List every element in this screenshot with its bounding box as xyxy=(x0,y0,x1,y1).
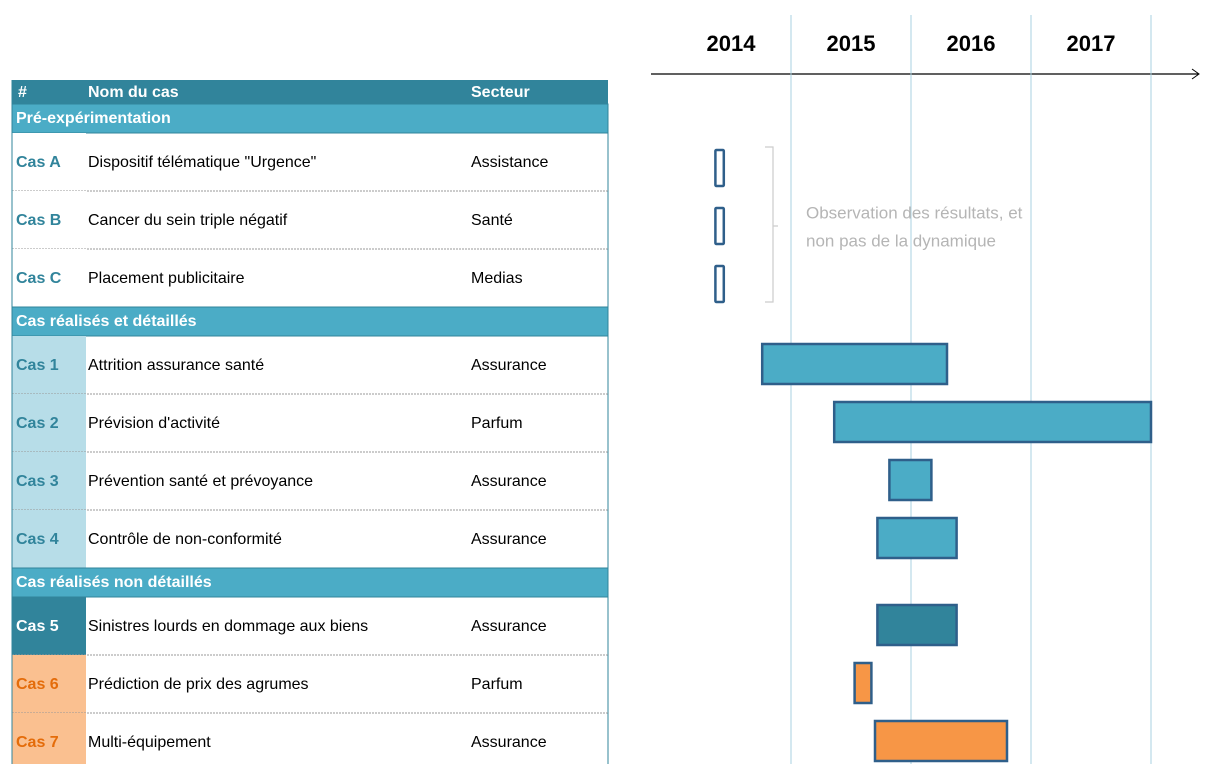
year-label: 2014 xyxy=(707,31,757,56)
case-sector: Parfum xyxy=(471,415,523,432)
time-bar xyxy=(876,603,958,647)
section-row xyxy=(11,103,609,134)
time-bar xyxy=(714,148,726,188)
id-cell xyxy=(12,249,86,307)
case-name: Prévision d'activité xyxy=(88,415,220,432)
case-name: Dispositif télématique "Urgence" xyxy=(88,154,316,171)
header-cell: Nom du cas xyxy=(88,84,179,101)
table-header xyxy=(12,80,608,104)
time-bar xyxy=(714,206,726,246)
case-sector: Assurance xyxy=(471,734,547,751)
time-bar xyxy=(714,264,726,304)
time-bar xyxy=(760,342,949,386)
case-id: Cas 4 xyxy=(16,531,59,548)
id-cell xyxy=(12,191,86,249)
case-sector: Assurance xyxy=(471,618,547,635)
section-title: Cas réalisés non détaillés xyxy=(16,574,212,591)
case-sector: Medias xyxy=(471,270,523,287)
case-sector: Assurance xyxy=(471,357,547,374)
id-cell xyxy=(12,510,86,568)
case-name: Sinistres lourds en dommage aux biens xyxy=(88,618,368,635)
case-id: Cas 6 xyxy=(16,676,59,693)
case-name: Attrition assurance santé xyxy=(88,357,264,374)
section-row xyxy=(11,306,609,337)
section-row xyxy=(11,567,609,598)
case-name: Placement publicitaire xyxy=(88,270,245,287)
time-bar xyxy=(876,516,958,560)
id-cell xyxy=(12,133,86,191)
case-id: Cas C xyxy=(16,270,62,287)
case-sector: Assurance xyxy=(471,473,547,490)
case-id: Cas 3 xyxy=(16,473,59,490)
annotation: Observation des résultats, et xyxy=(806,203,1023,222)
case-name: Multi-équipement xyxy=(88,734,211,751)
time-bar xyxy=(888,458,933,502)
bracket xyxy=(765,146,778,303)
id-cell xyxy=(12,597,86,655)
id-cell xyxy=(12,452,86,510)
case-id: Cas B xyxy=(16,212,61,229)
section-title: Pré-expérimentation xyxy=(16,110,171,127)
case-id: Cas 7 xyxy=(16,734,59,751)
time-bar xyxy=(853,661,873,705)
case-name: Cancer du sein triple négatif xyxy=(88,212,288,229)
header-cell: Secteur xyxy=(471,84,530,101)
id-cell xyxy=(12,713,86,764)
section-title: Cas réalisés et détaillés xyxy=(16,313,197,330)
case-name: Contrôle de non-conformité xyxy=(88,531,282,548)
case-sector: Assistance xyxy=(471,154,548,171)
case-id: Cas 1 xyxy=(16,357,59,374)
case-sector: Santé xyxy=(471,212,513,229)
id-cell xyxy=(12,655,86,713)
year-label: 2017 xyxy=(1067,31,1116,56)
case-name: Prédiction de prix des agrumes xyxy=(88,676,309,693)
time-bar xyxy=(873,719,1009,763)
case-sector: Assurance xyxy=(471,531,547,548)
case-id: Cas 5 xyxy=(16,618,59,635)
annotation: non pas de la dynamique xyxy=(806,231,996,250)
case-name: Prévention santé et prévoyance xyxy=(88,473,313,490)
id-cell xyxy=(12,394,86,452)
case-sector: Parfum xyxy=(471,676,523,693)
time-bar xyxy=(832,400,1153,444)
year-label: 2016 xyxy=(947,31,996,56)
year-label: 2015 xyxy=(827,31,876,56)
id-cell xyxy=(12,336,86,394)
header-cell: # xyxy=(18,84,27,101)
axis-arrow xyxy=(1191,68,1200,80)
case-id: Cas A xyxy=(16,154,61,171)
case-id: Cas 2 xyxy=(16,415,59,432)
